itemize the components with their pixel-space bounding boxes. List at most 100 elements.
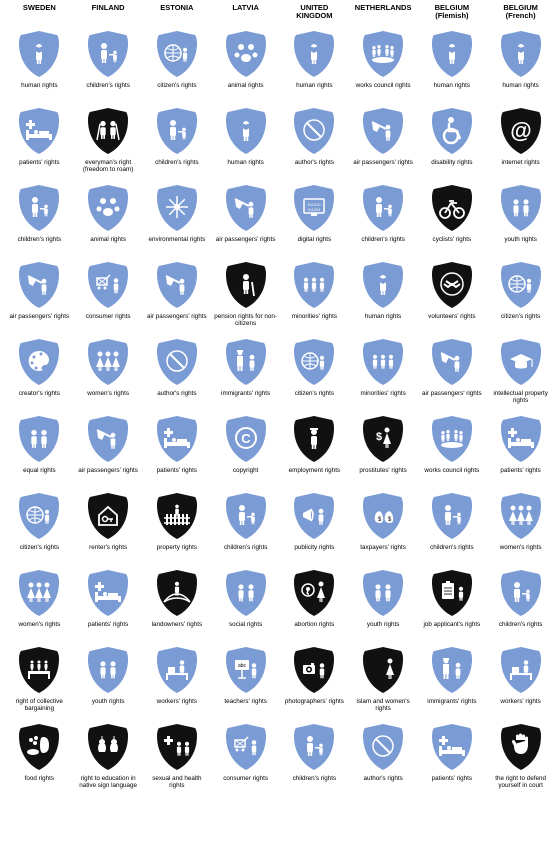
rights-label: air passengers' rights bbox=[10, 313, 70, 329]
country-header: NETHERLANDS bbox=[350, 4, 417, 25]
rights-cell: renter's rights bbox=[75, 489, 142, 564]
shield-icon bbox=[85, 337, 131, 387]
shield-icon bbox=[291, 568, 337, 618]
rights-cell: immigrants' rights bbox=[419, 643, 486, 718]
rights-cell: human rights bbox=[350, 258, 417, 333]
shield-icon bbox=[16, 183, 62, 233]
country-header: BELGIUM (French) bbox=[487, 4, 554, 25]
shield-icon bbox=[429, 568, 475, 618]
rights-label: publicity rights bbox=[294, 544, 334, 560]
rights-label: sexual and health rights bbox=[145, 775, 209, 791]
rights-label: air passengers' rights bbox=[147, 313, 207, 329]
shield-icon: $$ bbox=[360, 491, 406, 541]
rights-label: air passengers' rights bbox=[353, 159, 413, 175]
shield-icon: abc bbox=[223, 645, 269, 695]
shield-icon bbox=[429, 722, 475, 772]
rights-label: minorities' rights bbox=[292, 313, 337, 329]
rights-label: human rights bbox=[21, 82, 57, 98]
rights-label: landowners' rights bbox=[152, 621, 203, 637]
rights-cell: air passengers' rights bbox=[144, 258, 211, 333]
rights-label: women's rights bbox=[18, 621, 60, 637]
rights-cell: consumer rights bbox=[75, 258, 142, 333]
rights-cell: citizen's rights bbox=[281, 335, 348, 410]
country-header: UNITED KINGDOM bbox=[281, 4, 348, 25]
shield-icon bbox=[154, 568, 200, 618]
rights-label: author's rights bbox=[363, 775, 402, 791]
rights-label: citizen's rights bbox=[20, 544, 59, 560]
rights-cell: islam and women's rights bbox=[350, 643, 417, 718]
rights-label: disability rights bbox=[431, 159, 472, 175]
rights-cell: citizen's rights bbox=[487, 258, 554, 333]
rights-cell: sexual and health rights bbox=[144, 720, 211, 795]
rights-label: author's rights bbox=[157, 390, 196, 406]
rights-cell: minorities' rights bbox=[350, 335, 417, 410]
rights-label: minorities' rights bbox=[360, 390, 405, 406]
rights-cell: children's rights bbox=[419, 489, 486, 564]
rights-label: job applicant's rights bbox=[423, 621, 480, 637]
rights-label: youth rights bbox=[504, 236, 537, 252]
rights-label: author's rights bbox=[295, 159, 334, 175]
rights-cell: works council rights bbox=[350, 27, 417, 102]
shield-icon bbox=[498, 414, 544, 464]
shield-icon bbox=[360, 645, 406, 695]
shield-icon bbox=[85, 491, 131, 541]
rights-cell: citizen's rights bbox=[144, 27, 211, 102]
rights-cell: property rights bbox=[144, 489, 211, 564]
shield-icon bbox=[291, 491, 337, 541]
rights-cell: consumer rights bbox=[212, 720, 279, 795]
rights-cell: animal rights bbox=[212, 27, 279, 102]
shield-icon bbox=[429, 260, 475, 310]
shield-icon: C bbox=[223, 414, 269, 464]
shield-icon bbox=[498, 491, 544, 541]
country-header: ESTONIA bbox=[144, 4, 211, 25]
rights-cell: $ prostitutes' rights bbox=[350, 412, 417, 487]
svg-text:abc: abc bbox=[238, 663, 247, 669]
shield-icon bbox=[16, 568, 62, 618]
shield-icon bbox=[154, 491, 200, 541]
shield-icon bbox=[85, 722, 131, 772]
shield-icon bbox=[360, 29, 406, 79]
rights-cell: publicity rights bbox=[281, 489, 348, 564]
shield-icon bbox=[291, 260, 337, 310]
rights-label: human rights bbox=[365, 313, 401, 329]
shield-icon: 101010011001 bbox=[291, 183, 337, 233]
rights-label: immigrants' rights bbox=[427, 698, 476, 714]
rights-cell: workers' rights bbox=[487, 643, 554, 718]
rights-cell: human rights bbox=[6, 27, 73, 102]
rights-cell: creator's rights bbox=[6, 335, 73, 410]
shield-icon bbox=[16, 722, 62, 772]
rights-label: equal rights bbox=[23, 467, 56, 483]
shield-icon bbox=[498, 337, 544, 387]
rights-cell: youth rights bbox=[350, 566, 417, 641]
rights-cell: author's rights bbox=[350, 720, 417, 795]
shield-icon bbox=[360, 568, 406, 618]
rights-label: photographers' rights bbox=[285, 698, 344, 714]
rights-label: patients' rights bbox=[157, 467, 197, 483]
rights-cell: women's rights bbox=[6, 566, 73, 641]
rights-label: pension rights for non-citizens bbox=[214, 313, 278, 329]
shield-icon bbox=[85, 645, 131, 695]
shield-icon bbox=[85, 183, 131, 233]
rights-cell: patients' rights bbox=[75, 566, 142, 641]
rights-label: works council rights bbox=[356, 82, 411, 98]
rights-label: right of collective bargaining bbox=[7, 698, 71, 714]
shield-icon bbox=[16, 260, 62, 310]
rights-label: volunteers' rights bbox=[428, 313, 475, 329]
rights-cell: author's rights bbox=[281, 104, 348, 179]
rights-cell: @ internet rights bbox=[487, 104, 554, 179]
rights-cell: patients' rights bbox=[6, 104, 73, 179]
rights-label: patients' rights bbox=[500, 467, 540, 483]
rights-label: children's rights bbox=[18, 236, 62, 252]
svg-text:011001: 011001 bbox=[308, 207, 322, 212]
rights-cell: women's rights bbox=[75, 335, 142, 410]
svg-text:$: $ bbox=[376, 431, 382, 443]
rights-label: food rights bbox=[25, 775, 54, 791]
shield-icon bbox=[154, 183, 200, 233]
shield-icon bbox=[223, 722, 269, 772]
shield-icon bbox=[16, 106, 62, 156]
rights-label: children's rights bbox=[86, 82, 130, 98]
rights-cell: abc teachers' rights bbox=[212, 643, 279, 718]
shield-icon bbox=[291, 29, 337, 79]
rights-label: taxpayers' rights bbox=[360, 544, 406, 560]
rights-cell: youth rights bbox=[75, 643, 142, 718]
